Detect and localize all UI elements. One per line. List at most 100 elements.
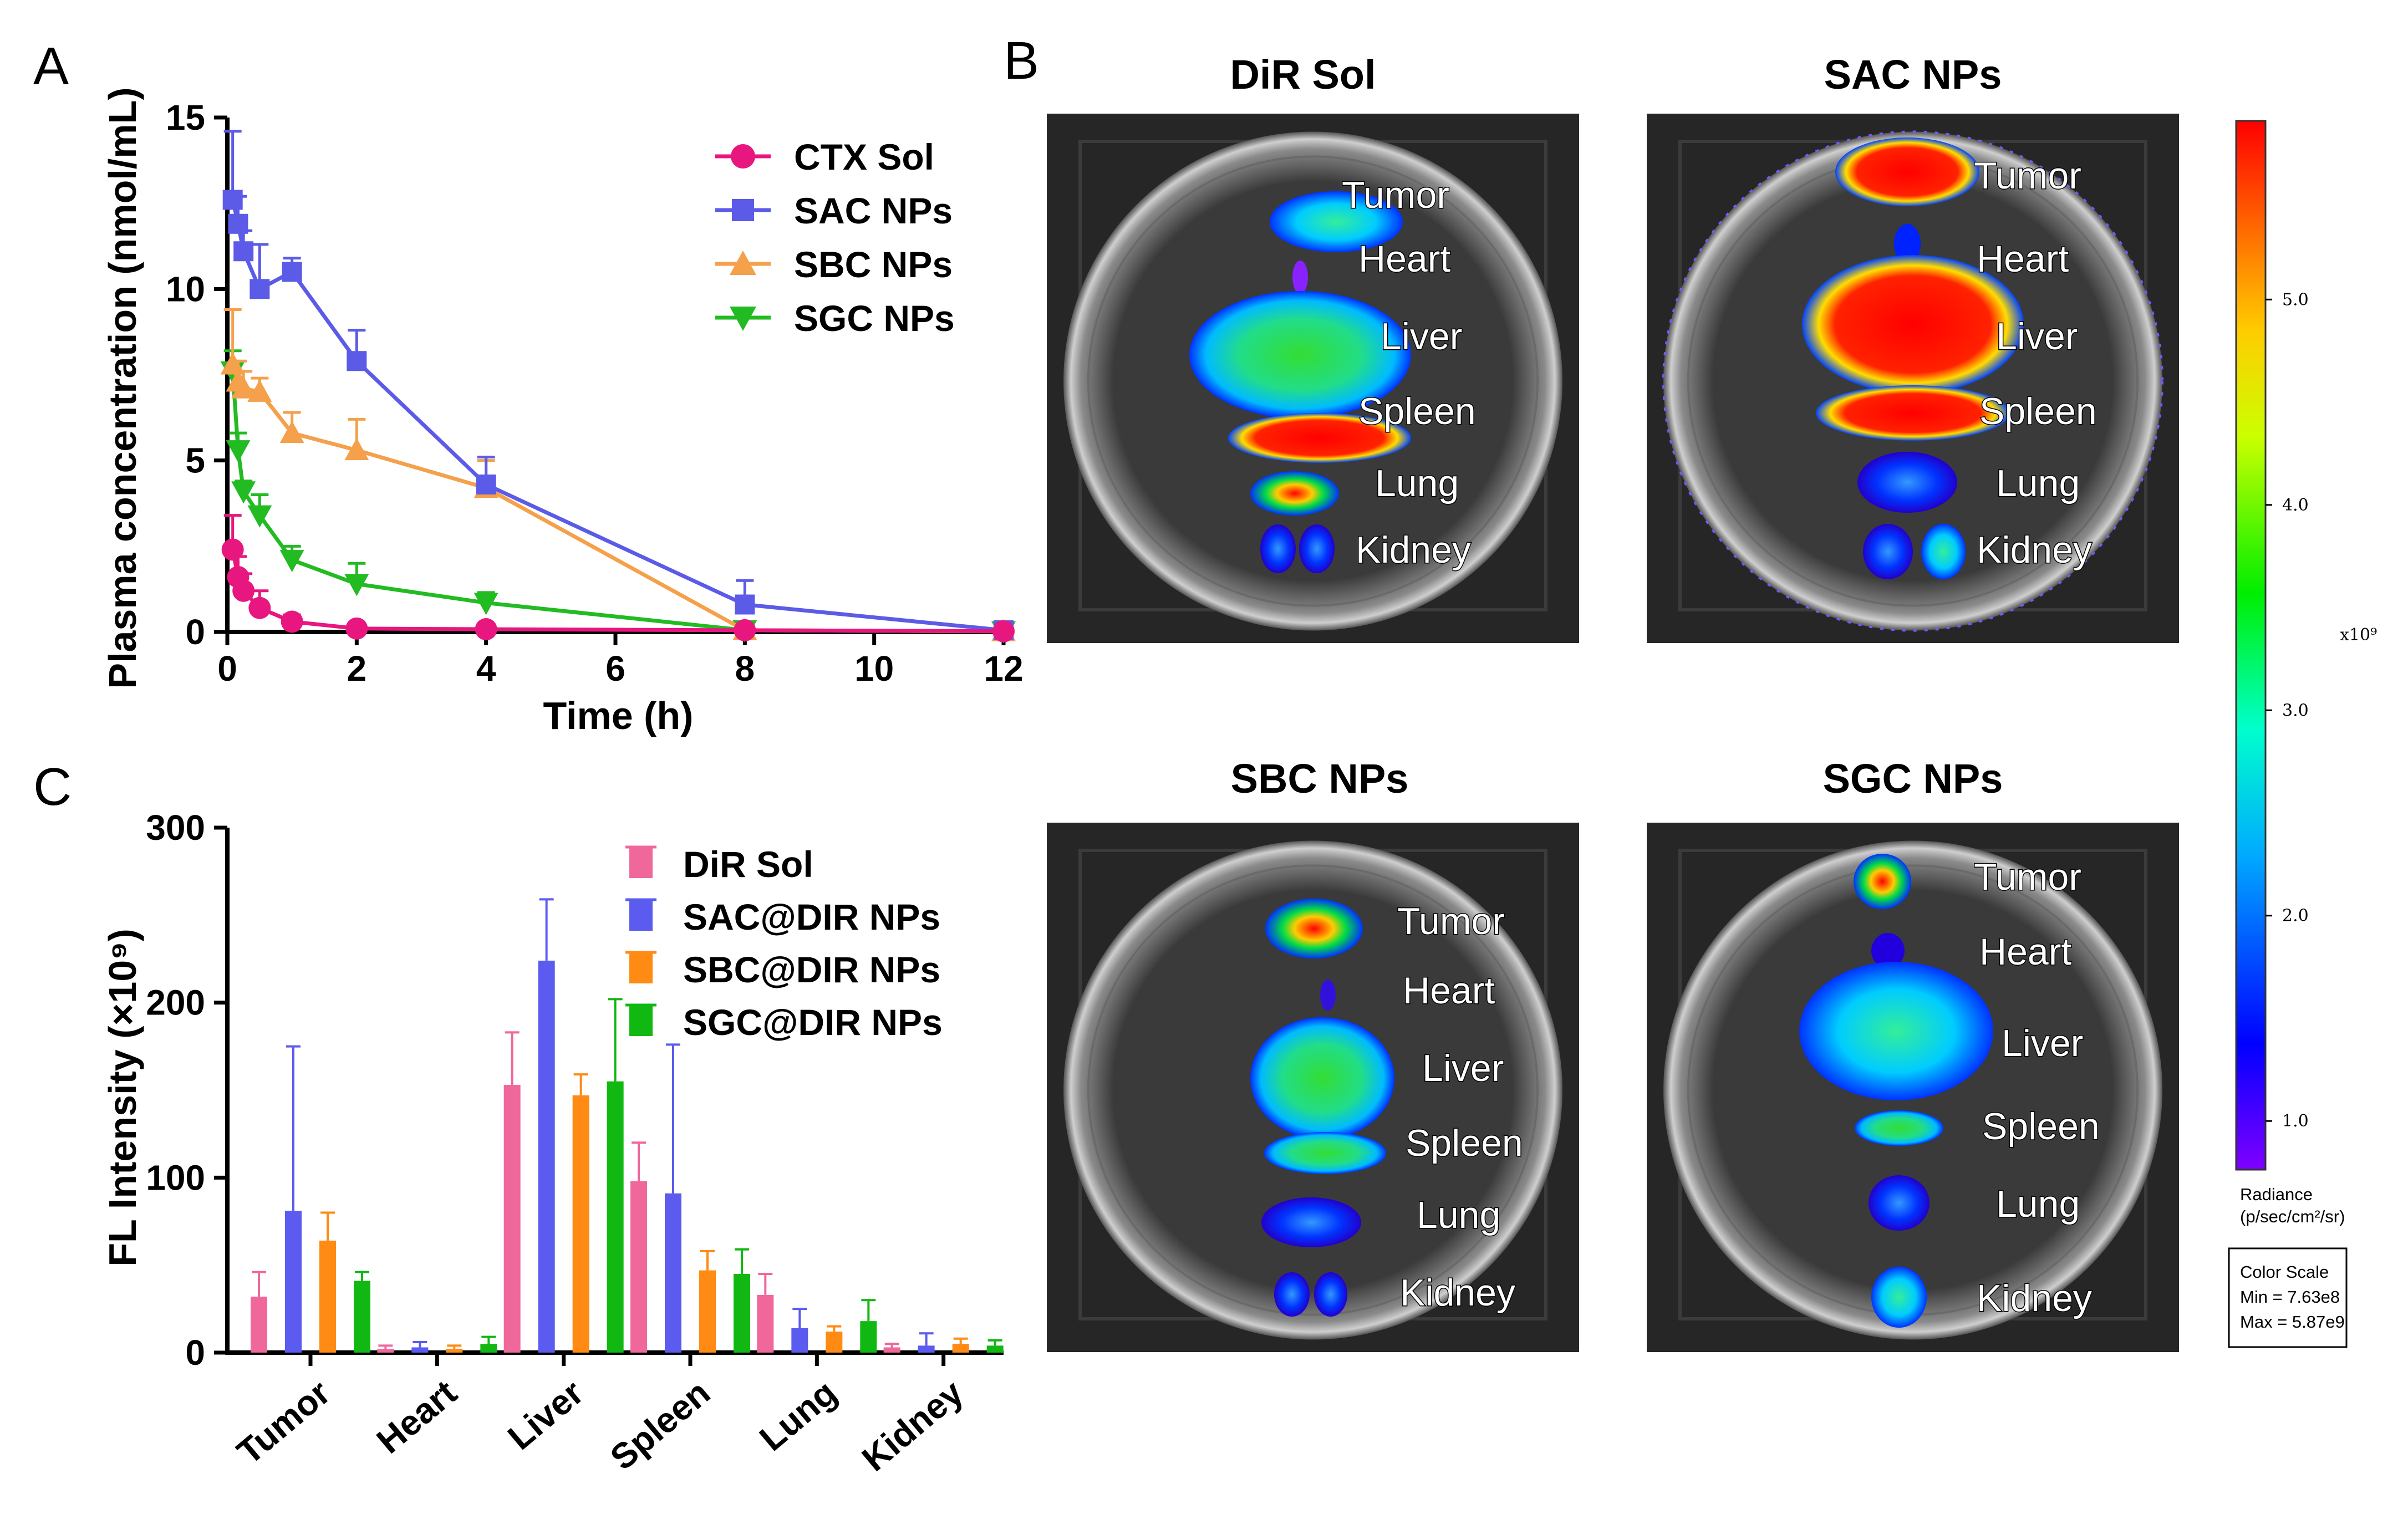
organ-signal-heart — [1292, 261, 1308, 294]
organ-label: Liver — [1996, 315, 2078, 358]
organ-signal-lung — [1869, 1175, 1930, 1231]
data-point — [735, 594, 755, 615]
organ-signal-liver — [1802, 255, 2024, 394]
organ-label: Liver — [1422, 1047, 1504, 1089]
organ-label: Kidney — [1356, 529, 1471, 571]
x-tick-label: 8 — [735, 649, 755, 688]
x-tick-label: 0 — [217, 649, 237, 688]
colorbar-tick-label: 4.0 — [2282, 496, 2309, 515]
chart-c-ylabel: FL Intensity (×10⁹) — [101, 929, 144, 1267]
bar — [734, 1273, 750, 1353]
organ-label: Spleen — [1358, 390, 1476, 432]
legend-label: SAC NPs — [794, 190, 953, 231]
legend-label: SAC@DIR NPs — [683, 896, 940, 937]
bar — [918, 1345, 935, 1353]
organ-signal-lung — [1857, 452, 1957, 513]
organ-label: Lung — [1417, 1194, 1500, 1236]
organ-label: Tumor — [1397, 900, 1505, 942]
bar — [538, 960, 555, 1353]
organ-label: Tumor — [1974, 856, 2081, 898]
organ-label: Heart — [1979, 931, 2071, 973]
organ-signal-kid2 — [1921, 524, 1966, 579]
organ-label: Lung — [1996, 462, 2080, 504]
data-point — [474, 593, 498, 615]
colorbar-gradient — [2235, 120, 2267, 1171]
panel-letter-b: B — [1004, 31, 1039, 90]
chart-a-series — [220, 130, 1016, 644]
image-panel-3: SBC NPs Tumor Heart Liver Spleen Lung Kidney — [1047, 756, 1579, 1352]
organ-signal-lung — [1261, 1197, 1361, 1247]
organ-signal-liver — [1189, 291, 1411, 419]
bar — [446, 1349, 463, 1353]
organ-signal-kid1 — [1871, 1267, 1927, 1328]
legend-label: DiR Sol — [683, 844, 813, 885]
legend-swatch — [629, 900, 653, 931]
organ-label: Lung — [1375, 462, 1459, 504]
image-title: DiR Sol — [1230, 52, 1376, 98]
bar — [354, 1281, 370, 1353]
organ-signal-heart — [1320, 980, 1336, 1011]
organ-label: Liver — [2002, 1022, 2083, 1064]
data-point — [475, 618, 497, 641]
organ-label: Spleen — [1979, 390, 2097, 432]
data-point — [247, 505, 272, 528]
bar — [986, 1345, 1004, 1353]
series-sbc-nps — [220, 308, 1016, 641]
organ-signal-spleen — [1264, 1132, 1386, 1174]
data-point — [282, 262, 302, 282]
organ-label: Lung — [1996, 1183, 2080, 1225]
data-point — [344, 574, 369, 596]
organ-signal-tumor — [1835, 137, 1979, 206]
data-point — [992, 620, 1015, 642]
data-point — [231, 376, 256, 399]
organ-label: Kidney — [1977, 1277, 2092, 1319]
bar — [411, 1347, 429, 1353]
y-tick-label: 5 — [185, 441, 205, 481]
data-point — [231, 481, 256, 504]
bar — [791, 1328, 808, 1353]
x-tick-label: 10 — [854, 649, 894, 688]
data-point — [734, 619, 756, 641]
bar — [699, 1270, 716, 1353]
bar — [251, 1296, 267, 1353]
y-tick-label: 10 — [166, 269, 205, 309]
color-scale-min: Min = 7.63e8 — [2240, 1287, 2340, 1307]
dish-glow — [1662, 130, 2163, 632]
organ-label: Spleen — [1406, 1122, 1523, 1164]
y-tick-label: 300 — [146, 808, 205, 848]
bar — [480, 1344, 497, 1353]
organ-label: Kidney — [1400, 1272, 1515, 1314]
color-scale-max: Max = 5.87e9 — [2240, 1312, 2345, 1332]
colorbar-multiplier: x10⁹ — [2340, 625, 2377, 645]
bar — [572, 1095, 589, 1353]
y-tick-label: 15 — [166, 98, 205, 137]
x-tick-label: 4 — [476, 649, 496, 688]
organ-label: Liver — [1381, 315, 1462, 358]
legend-swatch — [629, 952, 653, 983]
imaging-panel: DiR SolTumorHeartLiverSpleenLungKidneySA… — [1047, 52, 2179, 1352]
bar — [607, 1081, 624, 1353]
chart-c-legend: DiR Sol SAC@DIR NPs SBC@DIR NPs SGC@DIR NPs — [625, 844, 943, 1043]
bar — [665, 1193, 681, 1353]
organ-signal-kid1 — [1863, 524, 1913, 579]
bar — [630, 1181, 647, 1353]
x-tick-label: 6 — [605, 649, 625, 688]
organ-label: Heart — [1358, 238, 1450, 280]
organ-signal-heart — [1871, 933, 1905, 968]
organ-label: Heart — [1977, 238, 2069, 280]
colorbar-tick-label: 5.0 — [2282, 290, 2309, 309]
image-panel-4: SGC NPs Tumor Heart Liver Spleen Lung Kidney — [1647, 756, 2179, 1352]
legend-swatch — [629, 1005, 653, 1036]
organ-signal-liver — [1799, 962, 1993, 1100]
legend-label: SBC@DIR NPs — [683, 949, 940, 990]
data-point — [730, 307, 756, 331]
colorbar: 5.0 4.0 3.0 2.0 1.0 x10⁹ Radiance (p/sec/cm²/sr… — [2228, 120, 2377, 1348]
organ-label: Tumor — [1974, 155, 2081, 197]
bar — [860, 1321, 877, 1353]
organ-signal-kid2 — [1314, 1272, 1347, 1317]
colorbar-tick-label: 1.0 — [2282, 1111, 2309, 1131]
series-sac-nps — [222, 130, 1014, 640]
panel-letter-c: C — [33, 757, 72, 817]
bar — [757, 1294, 774, 1353]
data-point — [347, 351, 367, 371]
